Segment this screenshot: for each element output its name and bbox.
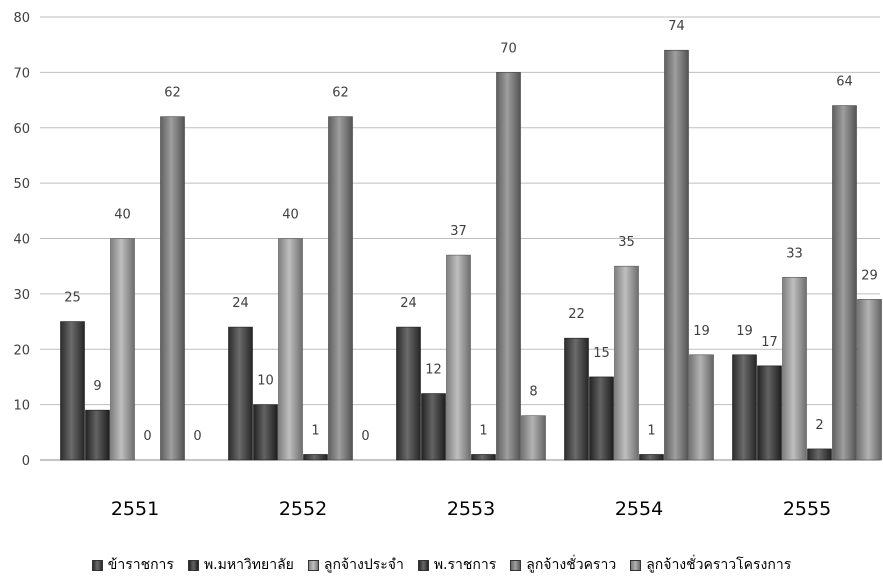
legend-item: พ.มหาวิทยาลัย <box>187 554 294 576</box>
bar <box>60 321 85 461</box>
data-label: 37 <box>450 224 467 239</box>
legend-label: ข้าราชการ <box>107 557 174 573</box>
data-label: 0 <box>193 429 201 444</box>
data-label: 19 <box>693 324 710 339</box>
bar <box>110 238 135 461</box>
y-tick-label: 30 <box>13 288 30 303</box>
legend-item: ข้าราชการ <box>91 554 174 576</box>
bar <box>732 354 757 461</box>
data-label: 1 <box>311 423 319 438</box>
legend-item: พ.ราชการ <box>417 554 497 576</box>
x-tick-label: 2551 <box>111 498 159 520</box>
data-label: 33 <box>786 246 803 261</box>
x-tick-label: 2554 <box>615 498 663 520</box>
data-label: 1 <box>479 423 487 438</box>
bars <box>60 49 882 461</box>
bar <box>228 326 253 461</box>
bar <box>521 415 546 461</box>
y-tick-label: 0 <box>22 454 30 469</box>
x-tick-label: 2553 <box>447 498 495 520</box>
bar <box>471 454 496 461</box>
data-label: 2 <box>815 418 823 433</box>
y-tick-label: 70 <box>13 66 30 81</box>
data-label: 74 <box>668 19 685 34</box>
legend-label: พ.ราชการ <box>433 557 497 573</box>
bar <box>664 49 689 461</box>
bar <box>757 365 782 461</box>
bar <box>253 404 278 461</box>
data-label: 8 <box>529 385 537 400</box>
legend-label: ลูกจ้างชั่วคราวโครงการ <box>646 557 792 573</box>
legend-swatch <box>417 559 429 571</box>
data-label: 62 <box>164 86 181 101</box>
x-axis: 2551 2552 2553 2554 2555 <box>111 498 831 520</box>
bar <box>421 393 446 461</box>
legend-label: พ.มหาวิทยาลัย <box>203 557 294 573</box>
data-label: 15 <box>593 346 610 361</box>
data-label: 24 <box>232 296 249 311</box>
bar <box>160 116 185 461</box>
bar <box>807 448 832 461</box>
data-label: 40 <box>282 208 299 223</box>
legend-item: ลูกจ้างประจำ <box>307 554 404 576</box>
legend-swatch <box>510 559 522 571</box>
data-label: 17 <box>761 335 778 350</box>
data-label: 64 <box>836 75 853 90</box>
data-label: 1 <box>647 423 655 438</box>
x-tick-label: 2552 <box>279 498 327 520</box>
legend-swatch <box>307 559 319 571</box>
bar <box>589 376 614 461</box>
bar <box>496 72 521 461</box>
bar <box>782 276 807 461</box>
legend-swatch <box>630 559 642 571</box>
data-labels: 25 9 40 0 62 0 24 10 40 1 62 0 24 12 37 1 70 8 22 15 35 1 74 19… <box>64 19 878 444</box>
legend-label: ลูกจ้างประจำ <box>323 557 404 573</box>
bar <box>639 454 664 461</box>
bar <box>303 454 328 461</box>
y-tick-label: 10 <box>13 399 30 414</box>
data-label: 9 <box>93 379 101 394</box>
y-tick-label: 60 <box>13 122 30 137</box>
legend-item: ลูกจ้างชั่วคราว <box>510 554 616 576</box>
y-axis: 0 10 20 30 40 50 60 70 80 <box>13 11 30 469</box>
y-tick-label: 80 <box>13 11 30 26</box>
bar <box>689 354 714 461</box>
data-label: 22 <box>568 307 585 322</box>
bar <box>446 254 471 461</box>
bar <box>328 116 353 461</box>
legend-swatch <box>91 559 103 571</box>
bar <box>564 337 589 461</box>
y-tick-label: 20 <box>13 343 30 358</box>
y-tick-label: 50 <box>13 177 30 192</box>
data-label: 25 <box>64 291 81 306</box>
data-label: 29 <box>861 268 878 283</box>
bar <box>278 238 303 461</box>
data-label: 40 <box>114 208 131 223</box>
data-label: 24 <box>400 296 417 311</box>
data-label: 10 <box>257 374 274 389</box>
data-label: 0 <box>143 429 151 444</box>
bar-chart: 0 10 20 30 40 50 60 70 80 25 9 40 0 62 0 24 10 40 1 62 0 24 1… <box>13 11 882 520</box>
legend-label: ลูกจ้างชั่วคราว <box>526 557 617 573</box>
bar <box>857 299 882 461</box>
bar <box>85 409 110 461</box>
x-tick-label: 2555 <box>783 498 831 520</box>
data-label: 70 <box>500 41 517 56</box>
data-label: 0 <box>361 429 369 444</box>
data-label: 19 <box>736 324 753 339</box>
legend: ข้าราชการ พ.มหาวิทยาลัย ลูกจ้างประจำ พ.ราชก… <box>0 552 883 578</box>
bar <box>614 265 639 461</box>
bar <box>832 105 857 461</box>
bar <box>396 326 421 461</box>
legend-item: ลูกจ้างชั่วคราวโครงการ <box>630 554 791 576</box>
legend-swatch <box>187 559 199 571</box>
data-label: 62 <box>332 86 349 101</box>
data-label: 35 <box>618 235 635 250</box>
data-label: 12 <box>425 363 442 378</box>
y-tick-label: 40 <box>13 233 30 248</box>
